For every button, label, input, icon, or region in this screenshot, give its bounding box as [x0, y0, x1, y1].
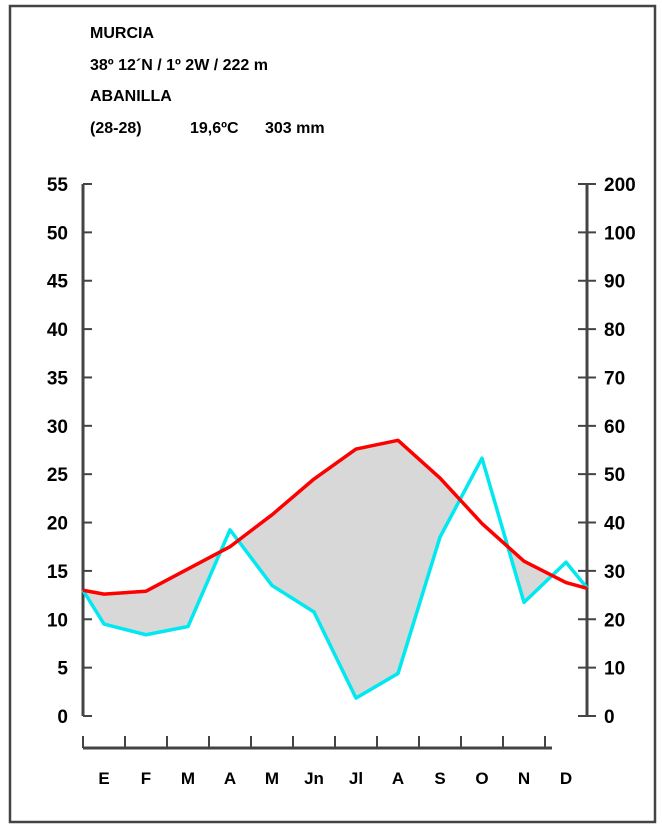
x-axis-month-label: M — [265, 769, 279, 788]
left-axis-tick-label: 15 — [47, 562, 69, 583]
x-axis-month-label: M — [181, 769, 195, 788]
header-total-precip: 303 mm — [265, 120, 325, 137]
x-axis-month-label: D — [560, 769, 572, 788]
x-axis-month-label: A — [392, 769, 404, 788]
left-axis-tick-label: 50 — [47, 223, 68, 244]
left-axis-tick-label: 0 — [57, 707, 68, 728]
header-coordinates: 38º 12´N / 1º 2W / 222 m — [90, 57, 268, 74]
right-axis-tick-label: 30 — [604, 562, 625, 583]
right-axis-tick-label: 70 — [604, 368, 625, 389]
header-mean-temp: 19,6ºC — [190, 120, 239, 137]
left-axis-tick-label: 55 — [47, 175, 69, 196]
left-axis-tick-label: 5 — [57, 659, 68, 680]
right-axis-tick-label: 50 — [604, 465, 625, 486]
header-period: (28-28) — [90, 120, 142, 137]
chart-border — [8, 4, 657, 824]
right-axis-tick-label: 90 — [604, 272, 625, 293]
temperature-line — [82, 438, 588, 596]
precipitation-line — [81, 456, 589, 700]
right-axis-tick-label: 60 — [604, 417, 625, 438]
left-axis-tick-label: 35 — [47, 368, 69, 389]
x-axis-month-label: Jl — [349, 769, 363, 788]
right-axis-tick-label: 200 — [604, 175, 636, 196]
x-axis-month-label: S — [434, 769, 445, 788]
left-axis-tick-label: 30 — [47, 417, 68, 438]
x-axis-month-label: F — [141, 769, 151, 788]
x-axis-month-label: E — [98, 769, 109, 788]
left-axis-tick-label: 45 — [47, 272, 69, 293]
right-axis-tick-label: 10 — [604, 659, 625, 680]
x-axis-month-label: A — [224, 769, 236, 788]
arid-period-area — [83, 552, 220, 635]
x-axis-month-label: N — [518, 769, 530, 788]
left-axis-tick-label: 25 — [47, 465, 69, 486]
arid-period-area — [238, 440, 460, 699]
arid-period-area — [508, 546, 552, 603]
header-region: MURCIA — [90, 25, 154, 42]
right-axis-tick-label: 0 — [604, 707, 615, 728]
right-axis-tick-label: 100 — [604, 223, 636, 244]
header-station: ABANILLA — [90, 88, 172, 105]
left-axis-tick-label: 40 — [47, 320, 68, 341]
right-axis-tick-label: 40 — [604, 514, 625, 535]
left-axis-tick-label: 20 — [47, 514, 68, 535]
right-axis-tick-label: 20 — [604, 610, 625, 631]
x-axis-month-label: Jn — [304, 769, 324, 788]
left-axis-tick-label: 10 — [47, 610, 68, 631]
x-axis-month-label: O — [475, 769, 488, 788]
right-axis-tick-label: 80 — [604, 320, 625, 341]
